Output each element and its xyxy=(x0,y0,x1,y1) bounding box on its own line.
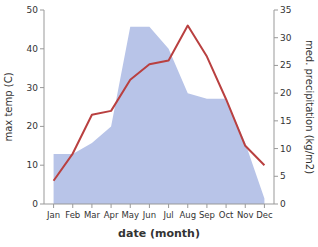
y2-tick xyxy=(274,65,278,66)
x-tick xyxy=(168,204,169,208)
y2-tick-label: 20 xyxy=(280,88,292,98)
x-tick xyxy=(111,204,112,208)
x-tick xyxy=(72,204,73,208)
chart: 0 10 20 30 40 50 0 5 10 15 20 25 30 35 Jan Feb MarAprMay… xyxy=(0,0,318,247)
y-axis-title: max temp (C) xyxy=(3,72,14,141)
y2-tick xyxy=(274,37,278,38)
x-tick-label: Aug xyxy=(179,210,196,220)
y2-tick-label: 30 xyxy=(280,33,292,43)
y-axis-line xyxy=(44,10,45,204)
x-tick-label: Jan xyxy=(46,210,60,220)
x-tick xyxy=(130,204,131,208)
y2-tick-label: 10 xyxy=(280,144,292,154)
y2-tick xyxy=(274,148,278,149)
y-tick xyxy=(40,126,44,127)
y2-tick-label: 5 xyxy=(280,171,286,181)
y2-tick xyxy=(274,120,278,121)
y-tick-label: 10 xyxy=(27,160,39,170)
x-tick-label: Jul xyxy=(162,210,173,220)
y-tick xyxy=(40,87,44,88)
x-tick-label: Feb xyxy=(65,210,80,220)
y2-axis-line xyxy=(274,10,275,204)
x-tick-label: Oct xyxy=(219,210,234,220)
x-tick-label: Dec xyxy=(256,210,273,220)
x-tick-label: Sep xyxy=(199,210,215,220)
y-tick xyxy=(40,10,44,11)
x-tick-label: Mar xyxy=(84,210,101,220)
y2-tick-label: 25 xyxy=(280,60,291,70)
y2-tick xyxy=(274,93,278,94)
y-tick xyxy=(40,48,44,49)
x-tick xyxy=(226,204,227,208)
y-tick-label: 40 xyxy=(27,44,39,54)
x-tick-label: Nov xyxy=(237,210,254,220)
y-tick xyxy=(40,204,44,205)
x-tick xyxy=(91,204,92,208)
line xyxy=(54,26,265,181)
x-tick xyxy=(53,204,54,208)
x-tick xyxy=(206,204,207,208)
x-tick xyxy=(264,204,265,208)
y2-tick xyxy=(274,176,278,177)
y-tick-label: 20 xyxy=(27,121,39,131)
plot-area xyxy=(54,26,265,204)
x-tick-label: Apr xyxy=(104,210,119,220)
y2-tick-label: 15 xyxy=(280,116,291,126)
x-tick-label: May xyxy=(121,210,139,220)
y2-tick xyxy=(274,204,278,205)
x-axis-title: date (month) xyxy=(118,227,200,240)
y2-tick xyxy=(274,10,278,11)
x-axis-line xyxy=(44,204,274,205)
y-tick-label: 50 xyxy=(27,5,39,15)
x-tick xyxy=(149,204,150,208)
y-tick xyxy=(40,165,44,166)
x-tick xyxy=(245,204,246,208)
x-tick-label: Jun xyxy=(142,210,156,220)
y2-tick-label: 0 xyxy=(280,199,286,209)
y2-tick-label: 35 xyxy=(280,5,291,15)
y2-axis-title: med. precipitation (kg/m2) xyxy=(304,40,315,174)
y-tick-label: 30 xyxy=(27,83,39,93)
y-tick-label: 0 xyxy=(32,199,38,209)
x-tick xyxy=(187,204,188,208)
chart-container: 0 10 20 30 40 50 0 5 10 15 20 25 30 35 Jan Feb MarAprMay… xyxy=(0,0,318,247)
